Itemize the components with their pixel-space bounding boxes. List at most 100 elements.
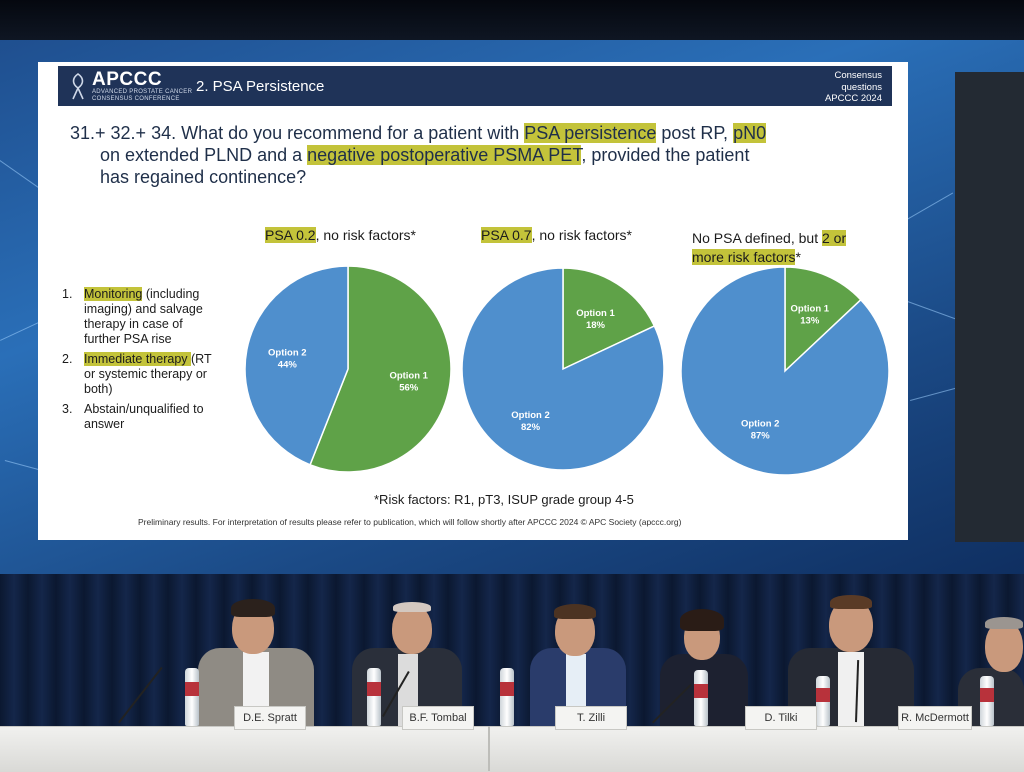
- name-card: T. Zilli: [555, 706, 627, 730]
- pie-3-label-1: Option 1: [791, 304, 830, 315]
- pie-title-text: , no risk factors*: [531, 227, 632, 243]
- water-bottle: [367, 668, 381, 726]
- question-part: on extended PLND and a: [100, 145, 308, 165]
- pie-1-value-2: 44%: [278, 359, 298, 370]
- pie-1-slice-option-1: [309, 265, 452, 473]
- pie-title-3: No PSA defined, but 2 or more risk facto…: [692, 229, 847, 267]
- bottle-label: [980, 688, 994, 702]
- option-highlight: Monitoring: [84, 287, 143, 301]
- bottle-label: [185, 682, 199, 696]
- pie-title-highlight: PSA 0.7: [481, 227, 532, 243]
- option-line: further PSA rise: [84, 332, 172, 346]
- question-text: 31.+ 32.+ 34. What do you recommend for …: [70, 122, 890, 188]
- question-part: post RP,: [656, 123, 734, 143]
- option-text: Monitoring (including imaging) and salvag…: [84, 287, 203, 347]
- consensus-line: APCCC 2024: [824, 93, 882, 104]
- option-number: 3.: [62, 402, 73, 416]
- consensus-label: Consensus questions APCCC 2024: [825, 70, 882, 105]
- option-line: both): [84, 382, 113, 396]
- hair: [830, 595, 872, 609]
- pie-2-label-2: Option 2: [511, 410, 550, 421]
- bottle-label: [367, 682, 381, 696]
- hair: [231, 599, 275, 617]
- name-card: D.E. Spratt: [234, 706, 306, 730]
- hair: [393, 602, 431, 612]
- desk-divider: [488, 726, 490, 771]
- option-line: imaging) and salvage: [84, 302, 203, 316]
- logo-subtitle: CONSENSUS CONFERENCE: [92, 96, 180, 102]
- panel-desk: [0, 726, 1024, 772]
- pie-3-value-1: 13%: [800, 316, 820, 327]
- pie-title-highlight: PSA 0.2: [265, 227, 316, 243]
- option-number: 1.: [62, 287, 73, 301]
- water-bottle: [816, 676, 830, 726]
- consensus-line: questions: [841, 81, 882, 93]
- name-card: D. Tilki: [745, 706, 817, 730]
- pie-charts: Option 156%Option 244%Option 118%Option …: [244, 265, 890, 476]
- logo-subtitle: ADVANCED PROSTATE CANCER: [92, 89, 193, 95]
- bottle-label: [816, 688, 830, 702]
- option-line: therapy in case of: [84, 317, 183, 331]
- bottle-label: [500, 682, 514, 696]
- question-part: 31.+ 32.+ 34. What do you recommend for …: [70, 123, 525, 143]
- hair: [985, 617, 1023, 629]
- option-highlight: Immediate therapy: [84, 352, 191, 366]
- question-line: on extended PLND and a negative postoper…: [70, 144, 890, 166]
- section-title: 2. PSA Persistence: [196, 78, 325, 95]
- pie-title-1: PSA 0.2, no risk factors*: [265, 226, 416, 245]
- pie-title-text: No PSA defined, but: [692, 230, 822, 246]
- pie-2-value-2: 82%: [521, 422, 541, 433]
- pie-title-highlight: 2 or: [821, 230, 847, 246]
- option-number: 2.: [62, 352, 73, 366]
- network-line: [910, 387, 959, 401]
- pie-2-slice-option-2: [461, 267, 665, 471]
- pie-1-slice-option-2: [244, 265, 349, 466]
- question-highlight: PSA persistence: [524, 123, 657, 143]
- preliminary-note: Preliminary results. For interpretation …: [138, 517, 682, 527]
- option-text: Immediate therapy (RT or systemic therapy…: [84, 352, 212, 397]
- head: [392, 604, 432, 654]
- question-part: , provided the patient: [581, 145, 750, 165]
- hair: [680, 609, 724, 631]
- pie-1-value-1: 56%: [399, 383, 419, 394]
- logo-text: APCCC: [92, 69, 163, 90]
- pie-2-label-1: Option 1: [576, 308, 615, 319]
- bottle-label: [694, 684, 708, 698]
- option-line: Abstain/unqualified to: [84, 402, 204, 416]
- name-card: R. McDermott: [898, 706, 972, 730]
- ribbon-logo-icon: [72, 73, 84, 100]
- pie-title-text: , no risk factors*: [315, 227, 416, 243]
- consensus-line: Consensus: [834, 70, 882, 81]
- name-card: B.F. Tombal: [402, 706, 474, 730]
- pie-title-2: PSA 0.7, no risk factors*: [481, 226, 632, 245]
- option-item-3: 3. Abstain/unqualified to answer: [62, 402, 242, 432]
- slide-header: APCCC ADVANCED PROSTATE CANCER CONSENSUS…: [58, 66, 892, 106]
- shirt: [838, 652, 864, 726]
- pie-3-label-2: Option 2: [741, 418, 780, 429]
- option-line: (RT: [191, 352, 212, 366]
- option-item-2: 2. Immediate therapy (RT or systemic ther…: [62, 352, 242, 397]
- pie-title-highlight: more risk factors: [692, 249, 796, 265]
- question-line: has regained continence?: [100, 167, 307, 187]
- presentation-slide: APCCC ADVANCED PROSTATE CANCER CONSENSUS…: [38, 62, 908, 540]
- question-highlight: pN0: [733, 123, 767, 143]
- pie-title-text: *: [795, 249, 801, 265]
- option-line: (including: [142, 287, 200, 301]
- option-line: or systemic therapy or: [84, 367, 207, 381]
- pie-2-value-1: 18%: [586, 320, 606, 331]
- water-bottle: [185, 668, 199, 726]
- water-bottle: [500, 668, 514, 726]
- hair: [554, 604, 596, 619]
- pie-1-label-1: Option 1: [389, 371, 428, 382]
- pie-1-label-2: Option 2: [268, 347, 307, 358]
- pie-3-slice-option-2: [680, 266, 890, 476]
- pie-3-slice-option-1: [784, 266, 862, 373]
- pie-3-value-2: 87%: [751, 430, 771, 441]
- side-screen: [955, 72, 1024, 542]
- question-highlight: negative postoperative PSMA PET: [307, 145, 582, 165]
- water-bottle: [980, 676, 994, 726]
- risk-footnote: *Risk factors: R1, pT3, ISUP grade group…: [374, 492, 634, 507]
- option-line: answer: [84, 417, 125, 431]
- option-item-1: 1. Monitoring (including imaging) and sal…: [62, 287, 242, 347]
- pie-2-slice-option-1: [562, 267, 656, 371]
